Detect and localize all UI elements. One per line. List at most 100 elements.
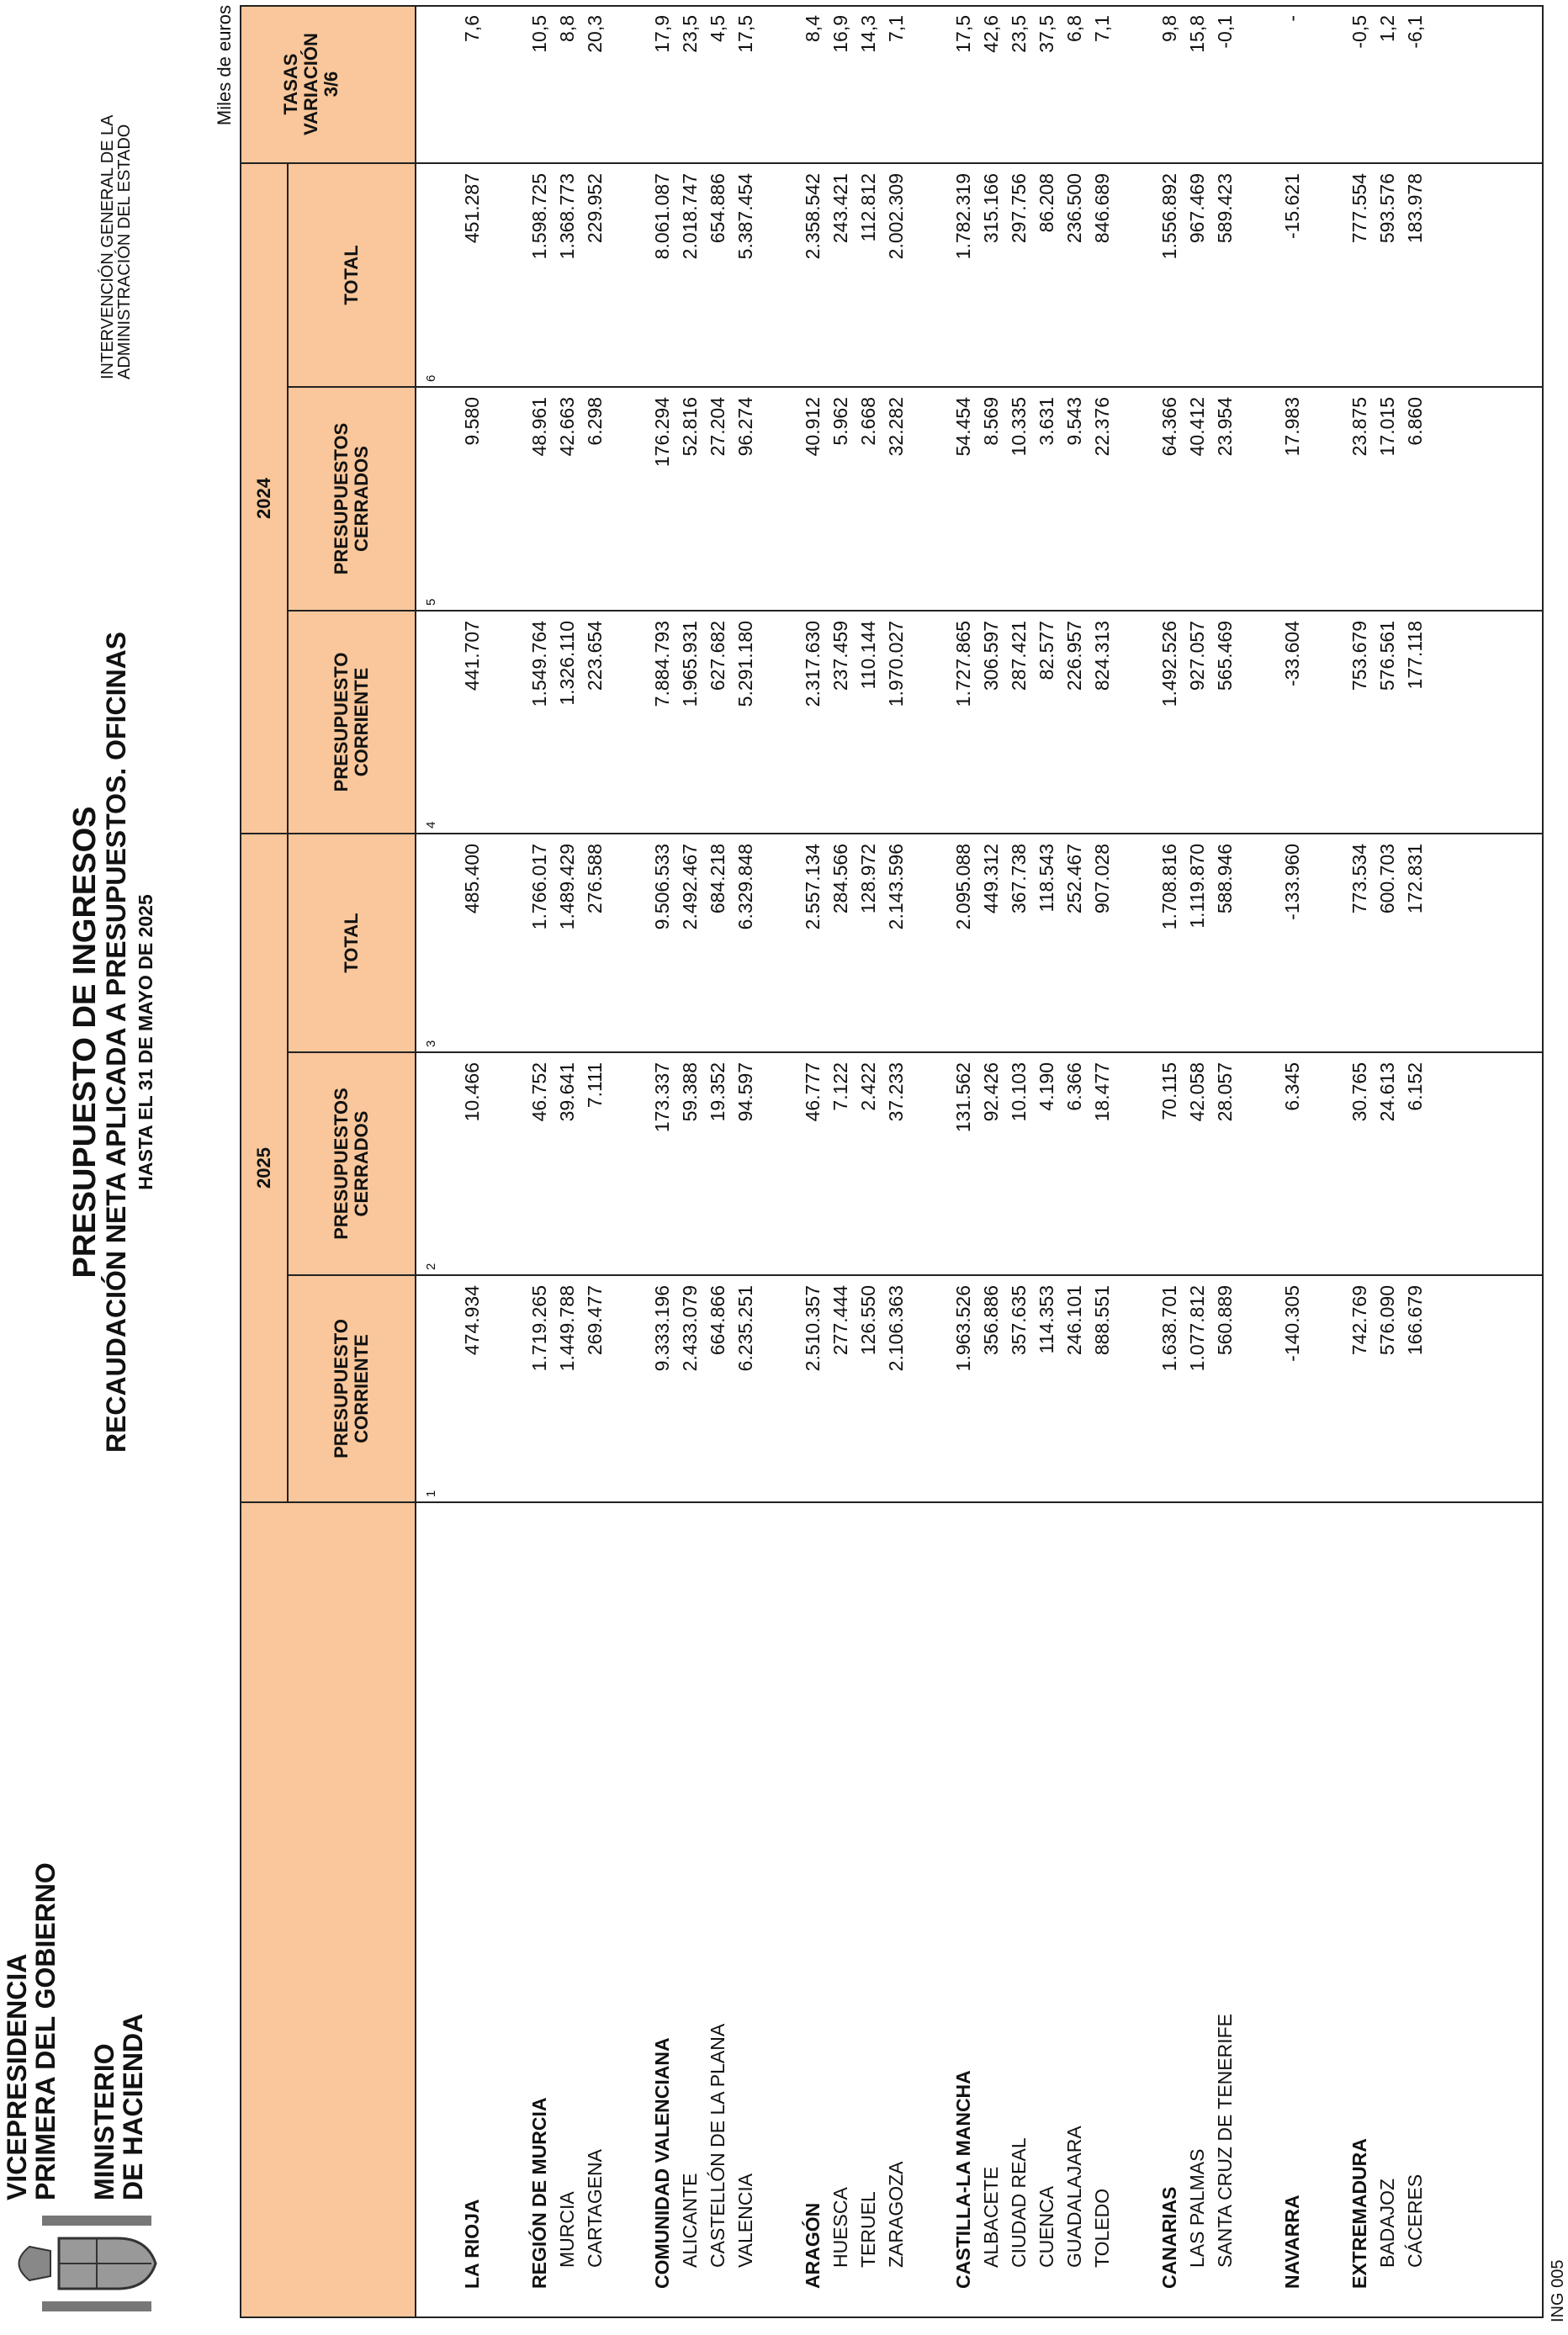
cell-value: 1.556.892 [1158,173,1180,260]
cell-value: 367.738 [1008,844,1030,914]
cell-value: 2.143.596 [885,844,907,930]
cell-value: 23.954 [1214,397,1236,457]
cell-value: 1.549.764 [528,621,550,707]
cell-value: 1.449.788 [556,1285,578,1372]
cell-value: 576.561 [1376,621,1398,691]
cell-value: 30.765 [1348,1062,1370,1122]
cell-value: 2.510.357 [802,1285,824,1372]
cell-value: 18.477 [1091,1062,1113,1122]
cell-value: 40.912 [802,397,824,457]
cell-value: -15.621 [1281,173,1303,240]
cell-value: 8.061.087 [651,173,673,260]
column-line [288,610,1544,612]
cell-value: -33.604 [1281,621,1303,687]
cell-value: 1.368.773 [556,173,578,260]
cell-value: 6.345 [1281,1062,1303,1111]
cell-value: 1,2 [1376,15,1398,42]
cell-value: 82.577 [1036,621,1057,680]
cell-value: 14,3 [857,15,879,53]
cell-value: 2.422 [857,1062,879,1111]
column-number: 2 [424,1263,438,1270]
cell-value: 96.274 [734,397,756,457]
office-name: ADMINISTRACIÓN DEL ESTADO [115,124,134,379]
province-name: ZARAGOZA [885,2161,907,2268]
cell-value: 449.312 [980,844,1002,914]
cell-value: 229.952 [584,173,606,244]
cell-value: 593.576 [1376,173,1398,244]
cell-value: 276.588 [584,844,606,914]
cell-value: 92.426 [980,1062,1002,1122]
subtitle: RECAUDACIÓN NETA APLICADA A PRESUPUESTOS… [101,631,131,1453]
cell-value: 39.641 [556,1062,578,1122]
province-name: CUENCA [1036,2185,1057,2268]
cell-value: 441.707 [461,621,483,691]
cell-value: 315.166 [980,173,1002,244]
cell-value: 17,5 [952,15,974,53]
cell-value: 24.613 [1376,1062,1398,1122]
column-line [240,162,1544,164]
footer: ING 005 [1549,2259,1567,2322]
cell-value: 173.337 [651,1062,673,1133]
cell-value: 10,5 [528,15,550,53]
cell-value: 1.766.017 [528,844,550,930]
column-header: CORRIENTE [350,667,372,777]
province-name: CARTAGENA [584,2148,606,2268]
column-line [240,1501,1544,1503]
cell-value: 37.233 [885,1062,907,1122]
cell-value: 7.122 [829,1062,851,1111]
column-header: PRESUPUESTOS [330,1088,352,1240]
cell-value: 37,5 [1036,15,1057,53]
cell-value: 8.569 [980,397,1002,446]
province-name: MURCIA [556,2191,578,2268]
cell-value: -140.305 [1281,1285,1303,1362]
cell-value: 27.204 [707,397,728,457]
cell-value: 4.190 [1036,1062,1057,1111]
cell-value: 112.812 [857,173,879,242]
cell-value: 226.957 [1063,621,1085,691]
cell-value: 2.106.363 [885,1285,907,1372]
cell-value: 1.492.526 [1158,621,1180,707]
cell-value: 54.454 [952,397,974,457]
cell-value: 20,3 [584,15,606,53]
cell-value: - [1281,15,1303,22]
cell-value: 59.388 [679,1062,701,1122]
cell-value: 6,8 [1063,15,1085,42]
region-name: REGIÓN DE MURCIA [528,2097,550,2289]
cell-value: 773.534 [1348,844,1370,914]
cell-value: 565.469 [1214,621,1236,691]
date: HASTA EL 31 DE MAYO DE 2025 [135,894,156,1190]
cell-value: 5.387.454 [734,173,756,260]
cell-value: 5.291.180 [734,621,756,707]
cell-value: 684.218 [707,844,728,914]
cell-value: 2.358.542 [802,173,824,260]
rate-header: TASAS [280,53,301,115]
region-name: NAVARRA [1281,2195,1303,2289]
cell-value: 9.506.533 [651,844,673,930]
cell-value: 42,6 [980,15,1002,53]
column-line [240,833,1544,834]
region-name: EXTREMADURA [1348,2138,1370,2289]
cell-value: 236.500 [1063,173,1085,244]
title: PRESUPUESTO DE INGRESOS [67,806,103,1279]
cell-value: 5.962 [829,397,851,446]
cell-value: 17,9 [651,15,673,53]
cell-value: 48.961 [528,397,550,457]
cell-value: 28.057 [1214,1062,1236,1122]
province-name: LAS PALMAS [1186,2148,1208,2268]
cell-value: 183.978 [1404,173,1426,244]
cell-value: 7.884.793 [651,621,673,707]
province-name: CIUDAD REAL [1008,2137,1030,2268]
column-header: CORRIENTE [350,1334,372,1443]
cell-value: 46.777 [802,1062,824,1122]
cell-value: 237.459 [829,621,851,691]
cell-value: 7,1 [1091,15,1113,42]
cell-value: 888.551 [1091,1285,1113,1356]
cell-value: 46.752 [528,1062,550,1122]
cell-value: 6.860 [1404,397,1426,446]
cell-value: 357.635 [1008,1285,1030,1356]
cell-value: 70.115 [1158,1062,1180,1120]
government-name: PRIMERA DEL GOBIERNO [30,1862,61,2200]
cell-value: 23.875 [1348,397,1370,457]
cell-value: 560.889 [1214,1285,1236,1356]
cell-value: -133.960 [1281,844,1303,920]
